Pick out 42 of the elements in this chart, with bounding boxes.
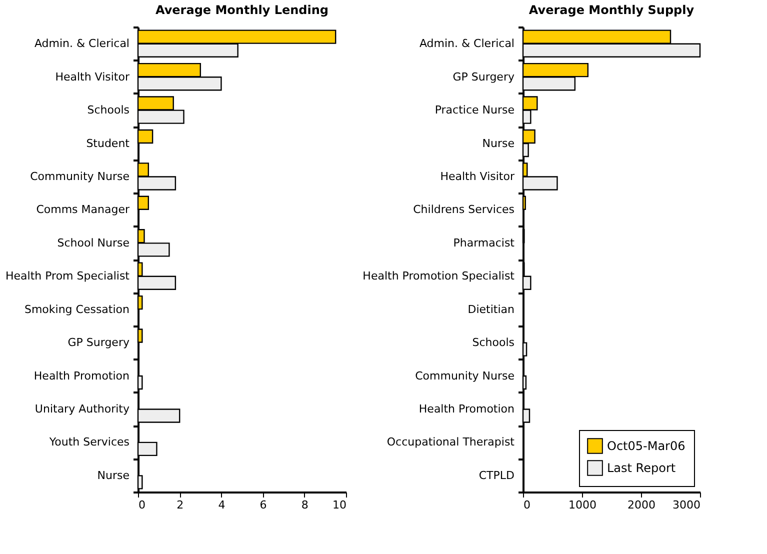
chart-title: Average Monthly Lending — [155, 3, 329, 17]
chart-title: Average Monthly Supply — [528, 3, 694, 17]
y-tick-label: Schools — [87, 104, 130, 117]
y-tick-label: GP Surgery — [452, 70, 515, 84]
x-tick-label: 2 — [176, 498, 184, 512]
legend-label: Oct05-Mar06 — [607, 439, 686, 453]
y-tick-label: Admin. & Clerical — [419, 37, 514, 50]
y-tick-label: Health Visitor — [55, 70, 130, 84]
y-tick-label: Nurse — [482, 136, 515, 150]
y-tick-label: Childrens Services — [413, 203, 515, 216]
y-tick-label: Nurse — [97, 468, 130, 482]
y-tick-label: Health Prom Specialist — [5, 270, 130, 283]
x-tick-label: 2000 — [628, 498, 656, 512]
y-tick-label: Youth Services — [48, 436, 130, 449]
y-tick-label: Health Promotion Specialist — [362, 270, 516, 283]
y-tick-label: Dietitian — [468, 302, 515, 316]
x-tick-label: 1000 — [568, 498, 596, 512]
y-tick-label: Schools — [472, 336, 515, 350]
x-tick-label: 10 — [332, 498, 346, 512]
y-tick-label: Admin. & Clerical — [34, 37, 130, 50]
y-tick-label: Smoking Cessation — [24, 302, 130, 316]
y-tick-label: GP Surgery — [68, 336, 130, 350]
y-tick-label: Comms Manager — [36, 203, 130, 216]
x-tick-label: 8 — [301, 498, 308, 512]
x-tick-label: 4 — [218, 498, 226, 512]
y-tick-label: Health Promotion — [34, 369, 130, 382]
x-tick-label: 0 — [138, 498, 146, 512]
y-tick-label: Practice Nurse — [434, 104, 515, 117]
y-tick-label: Occupational Therapist — [386, 436, 516, 449]
x-tick-label: 6 — [260, 498, 267, 512]
y-tick-label: Student — [86, 136, 130, 150]
y-tick-label: Health Visitor — [440, 170, 515, 183]
legend-label: Last Report — [607, 461, 676, 475]
x-tick-label: 3000 — [672, 498, 700, 512]
y-tick-label: Pharmacist — [453, 236, 516, 250]
y-tick-label: School Nurse — [57, 236, 130, 250]
x-tick-label: 0 — [524, 498, 530, 512]
y-tick-label: Community Nurse — [415, 369, 515, 382]
y-tick-label: Unitary Authority — [34, 402, 130, 416]
y-tick-label: Health Promotion — [418, 402, 515, 416]
y-tick-label: Community Nurse — [30, 170, 130, 183]
y-tick-label: CTPLD — [478, 468, 514, 482]
